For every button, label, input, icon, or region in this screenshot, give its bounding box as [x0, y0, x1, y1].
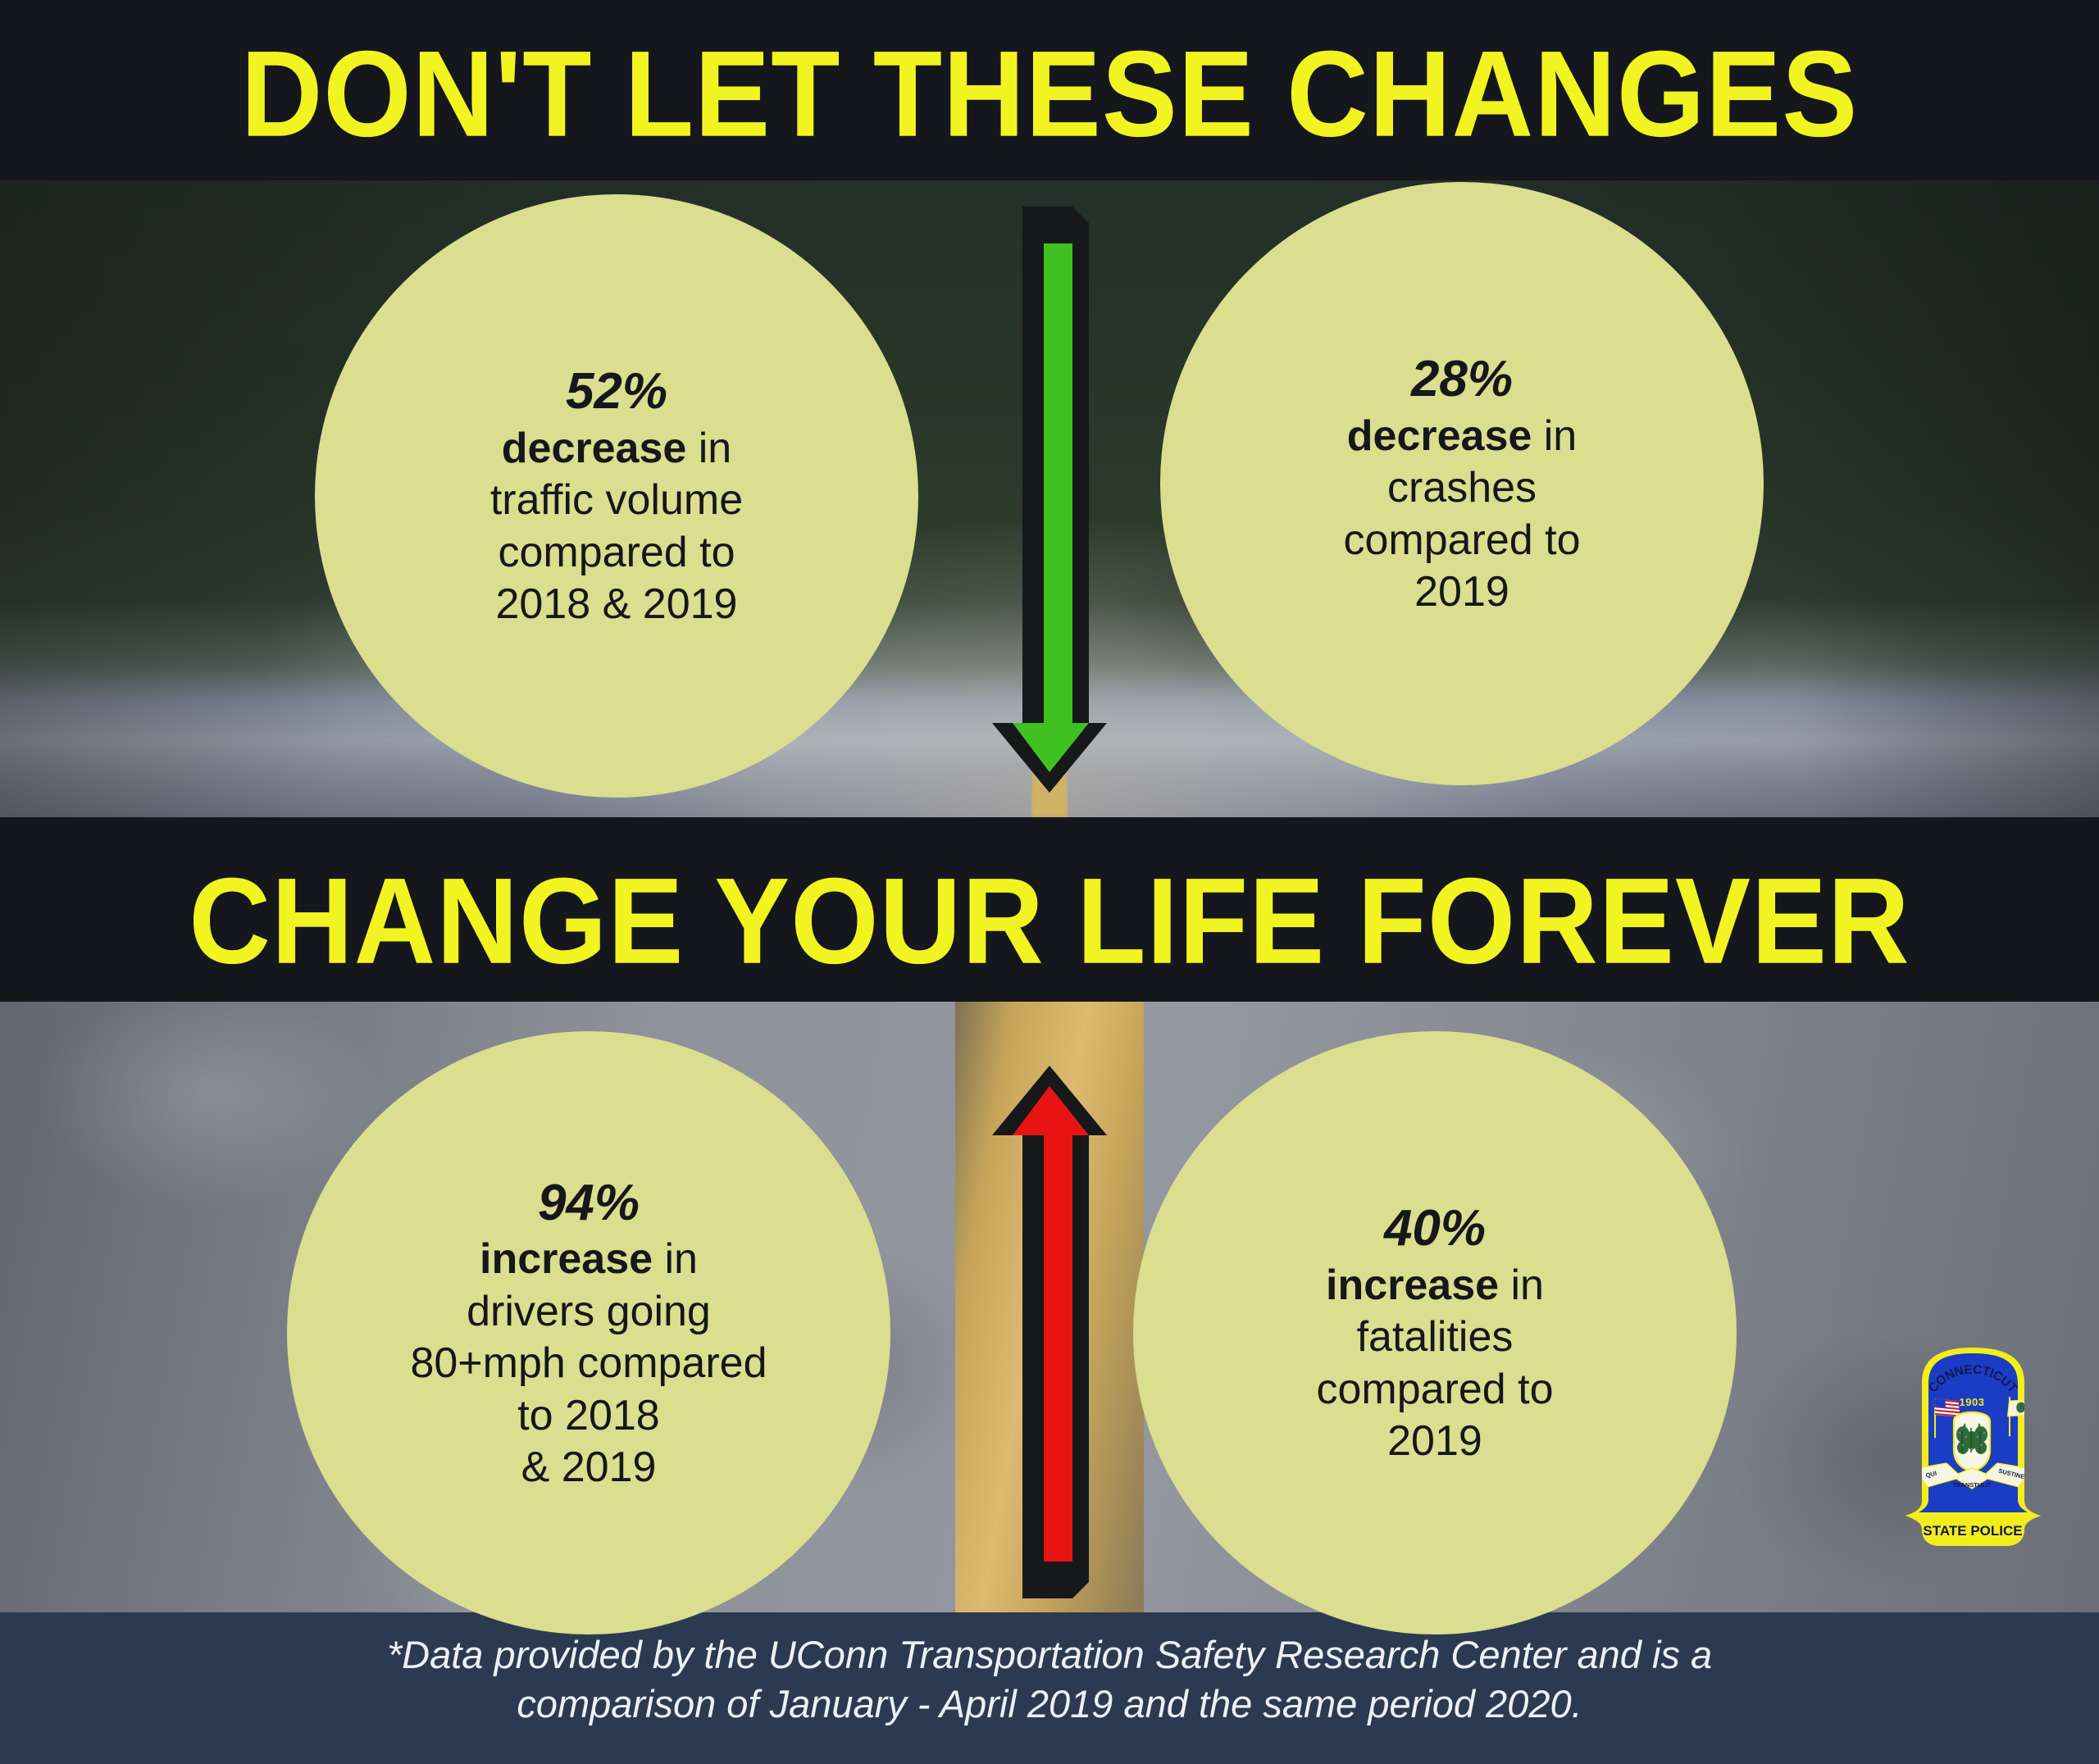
svg-text:1903: 1903 [1960, 1396, 1985, 1408]
svg-text:STATE POLICE: STATE POLICE [1923, 1523, 2022, 1539]
svg-text:TRANSTULIT: TRANSTULIT [1952, 1481, 1991, 1489]
